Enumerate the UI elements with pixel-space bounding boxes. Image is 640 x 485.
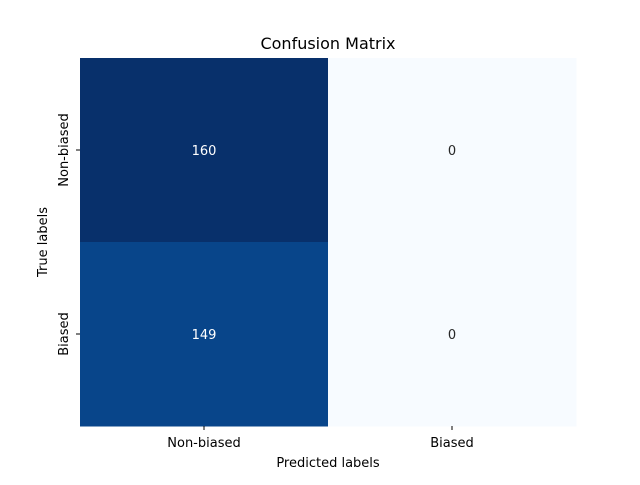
heatmap-cell-biased-non-biased — [80, 242, 329, 427]
heatmap-cells — [80, 58, 577, 427]
cell-value-label: 0 — [448, 328, 456, 343]
y-axis-label: True labels — [36, 207, 51, 278]
heatmap-cell-non-biased-biased — [328, 58, 577, 243]
x-tick-label: Non-biased — [167, 436, 240, 451]
cell-value-label: 0 — [448, 144, 456, 159]
y-tick-label: Biased — [57, 312, 72, 356]
cell-value-label: 160 — [192, 144, 217, 159]
heatmap-cell-biased-biased — [328, 242, 577, 427]
y-axis-ticks: Non-biased Biased — [57, 113, 80, 356]
x-tick-label: Biased — [430, 436, 474, 451]
y-tick-label: Non-biased — [57, 113, 72, 186]
x-axis-ticks: Non-biased Biased — [167, 426, 474, 451]
heatmap-cell-non-biased-non-biased — [80, 58, 329, 243]
cell-value-label: 149 — [192, 328, 217, 343]
chart-title: Confusion Matrix — [260, 34, 395, 53]
cell-annotations: 160 0 149 0 — [192, 144, 457, 343]
x-axis-label: Predicted labels — [276, 456, 380, 471]
